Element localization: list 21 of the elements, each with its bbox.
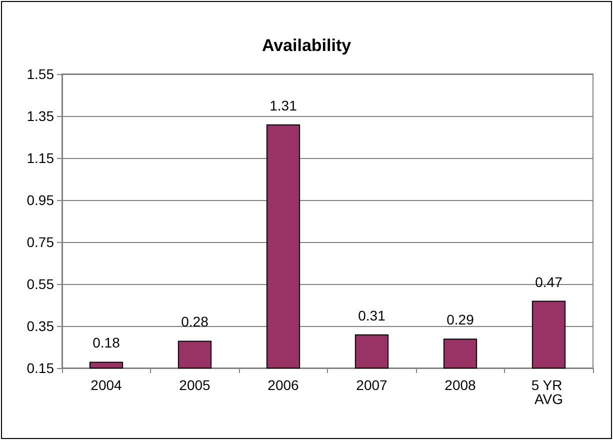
data-label: 0.31 <box>358 307 386 324</box>
y-tick-label: 0.35 <box>26 318 54 334</box>
chart-title: Availability <box>262 36 352 55</box>
data-label: 1.31 <box>270 97 298 114</box>
x-tick-label: 2005 <box>179 377 211 393</box>
y-tick-label: 0.15 <box>26 360 54 376</box>
y-tick-label: 0.55 <box>26 276 54 292</box>
x-tick-label: 2006 <box>268 377 300 393</box>
x-tick-label: 5 YR AVG <box>531 377 566 407</box>
y-tick-label: 1.15 <box>26 150 54 166</box>
x-tick-label: 2007 <box>356 377 388 393</box>
x-tick-label: 2004 <box>90 377 122 393</box>
x-tick-label: 2008 <box>444 377 476 393</box>
data-label: 0.28 <box>181 314 209 330</box>
data-label: 0.29 <box>446 312 474 328</box>
y-tick-label: 1.55 <box>26 66 54 82</box>
data-label: 0.18 <box>92 334 120 351</box>
y-tick-label: 0.95 <box>26 192 54 208</box>
data-label: 0.47 <box>535 274 563 290</box>
y-tick-label: 1.35 <box>26 108 54 124</box>
y-tick-label: 0.75 <box>26 234 54 250</box>
